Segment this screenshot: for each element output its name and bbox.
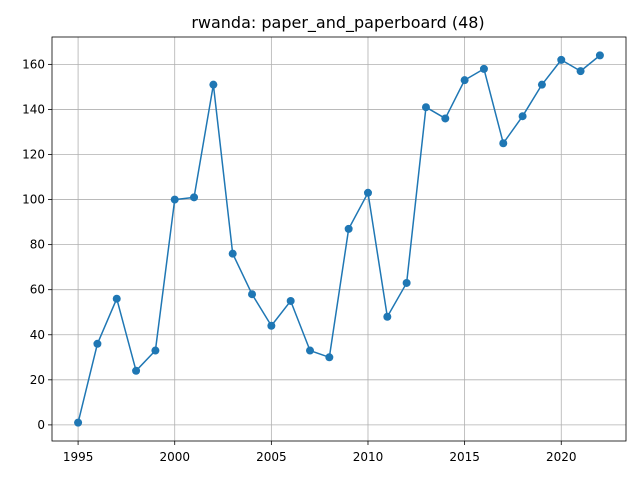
data-point xyxy=(383,312,392,321)
x-tick-label: 2000 xyxy=(159,450,190,464)
data-point xyxy=(595,51,604,60)
axis-ticks: 1995 2000 2005 2010 2015 2020 0 20 40 60 80 100 120 1… xyxy=(22,57,576,464)
data-point xyxy=(112,294,121,303)
x-tick-label: 1995 xyxy=(63,450,94,464)
y-tick-label: 20 xyxy=(30,373,45,387)
data-point xyxy=(306,346,315,355)
data-point xyxy=(93,339,102,348)
data-point xyxy=(576,67,585,76)
y-tick-label: 120 xyxy=(22,148,45,162)
data-point xyxy=(209,80,218,89)
data-point xyxy=(190,193,199,202)
data-point xyxy=(402,278,411,287)
x-tick-label: 2020 xyxy=(546,450,577,464)
data-point xyxy=(557,55,566,64)
data-point xyxy=(421,103,430,112)
data-point xyxy=(170,195,179,204)
y-tick-label: 0 xyxy=(37,418,45,432)
y-tick-label: 160 xyxy=(22,57,45,71)
data-point xyxy=(460,76,469,85)
data-point xyxy=(286,296,295,305)
x-tick-label: 2005 xyxy=(256,450,287,464)
data-series xyxy=(74,51,604,427)
y-tick-label: 80 xyxy=(30,238,45,252)
data-point xyxy=(248,290,257,299)
y-tick-label: 60 xyxy=(30,283,45,297)
data-point xyxy=(518,112,527,121)
data-point xyxy=(537,80,546,89)
data-point xyxy=(499,139,508,148)
data-point xyxy=(441,114,450,123)
data-point xyxy=(344,224,353,233)
data-point xyxy=(74,418,83,427)
y-tick-label: 140 xyxy=(22,102,45,116)
data-point xyxy=(363,188,372,197)
data-point xyxy=(479,64,488,73)
data-point xyxy=(228,249,237,258)
data-point xyxy=(267,321,276,330)
chart-title: rwanda: paper_and_paperboard (48) xyxy=(191,13,484,33)
data-point xyxy=(325,353,334,362)
y-tick-label: 100 xyxy=(22,193,45,207)
plot-area-frame xyxy=(51,36,627,442)
data-point xyxy=(132,366,141,375)
x-tick-label: 2010 xyxy=(353,450,384,464)
grid-lines xyxy=(52,37,626,441)
x-tick-label: 2015 xyxy=(449,450,480,464)
y-tick-label: 40 xyxy=(30,328,45,342)
data-point xyxy=(151,346,160,355)
series-line xyxy=(77,54,601,423)
